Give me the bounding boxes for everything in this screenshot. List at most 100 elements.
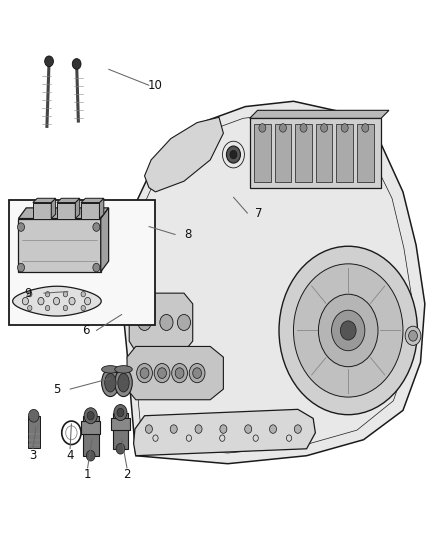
Circle shape [279,124,286,132]
Circle shape [160,314,173,330]
Polygon shape [101,208,109,272]
Polygon shape [81,421,100,434]
Circle shape [93,223,100,231]
Polygon shape [111,418,130,430]
Circle shape [116,443,125,454]
Circle shape [170,425,177,433]
Ellipse shape [118,374,129,392]
Circle shape [409,330,417,341]
Polygon shape [75,198,80,219]
Circle shape [81,305,85,311]
Circle shape [63,305,67,311]
Circle shape [138,314,151,330]
Circle shape [93,263,100,272]
Circle shape [28,409,39,422]
Circle shape [293,264,403,397]
Polygon shape [81,198,104,203]
Polygon shape [336,124,353,182]
Circle shape [28,305,32,311]
Circle shape [259,124,266,132]
Text: 3: 3 [29,449,36,462]
Circle shape [69,297,75,305]
Ellipse shape [102,369,119,397]
Circle shape [46,292,50,297]
Circle shape [22,297,28,305]
Circle shape [321,124,328,132]
Circle shape [318,294,378,367]
Polygon shape [295,124,312,182]
Polygon shape [13,286,101,316]
Text: 5: 5 [53,383,60,395]
Circle shape [175,368,184,378]
Circle shape [72,59,81,69]
Circle shape [28,292,32,297]
Circle shape [177,314,191,330]
Polygon shape [145,117,223,192]
Circle shape [85,297,91,305]
Circle shape [294,425,301,433]
Circle shape [220,425,227,433]
Polygon shape [33,198,56,203]
Circle shape [38,297,44,305]
Circle shape [45,56,53,67]
Circle shape [117,408,124,417]
Polygon shape [57,203,75,219]
Polygon shape [122,101,425,464]
Polygon shape [33,203,51,219]
Polygon shape [18,208,109,219]
Circle shape [340,321,356,340]
Circle shape [137,364,152,383]
Circle shape [245,425,252,433]
Circle shape [114,405,127,421]
Circle shape [279,246,417,415]
Circle shape [332,310,365,351]
Text: 10: 10 [148,79,163,92]
Circle shape [195,425,202,433]
Circle shape [18,223,25,231]
Text: 1: 1 [84,468,92,481]
Polygon shape [127,346,223,400]
Polygon shape [250,118,381,188]
Circle shape [140,368,149,378]
Polygon shape [81,203,99,219]
Polygon shape [129,293,193,352]
Text: 7: 7 [254,207,262,220]
Circle shape [405,326,421,345]
Text: 2: 2 [123,468,131,481]
Circle shape [300,124,307,132]
Circle shape [115,313,124,324]
Circle shape [269,425,276,433]
Polygon shape [83,416,99,456]
Polygon shape [134,409,315,456]
Polygon shape [316,124,332,182]
Polygon shape [99,198,104,219]
Circle shape [193,368,201,378]
Polygon shape [28,416,40,448]
Circle shape [63,292,67,297]
Text: 9: 9 [25,287,32,300]
Polygon shape [357,124,374,182]
Circle shape [81,292,85,297]
Polygon shape [275,124,291,182]
Circle shape [18,263,25,272]
Circle shape [145,425,152,433]
Circle shape [53,297,60,305]
Circle shape [341,124,348,132]
Circle shape [362,124,369,132]
Polygon shape [254,124,271,182]
Polygon shape [113,413,128,449]
Circle shape [172,364,187,383]
Ellipse shape [115,369,132,397]
Circle shape [86,450,95,461]
Polygon shape [250,110,389,118]
Polygon shape [51,198,56,219]
Circle shape [226,146,240,163]
Circle shape [189,364,205,383]
Circle shape [87,411,94,420]
Polygon shape [18,219,101,272]
Ellipse shape [102,366,119,373]
Text: 8: 8 [185,228,192,241]
Circle shape [230,150,237,159]
Polygon shape [57,198,80,203]
Ellipse shape [115,366,132,373]
